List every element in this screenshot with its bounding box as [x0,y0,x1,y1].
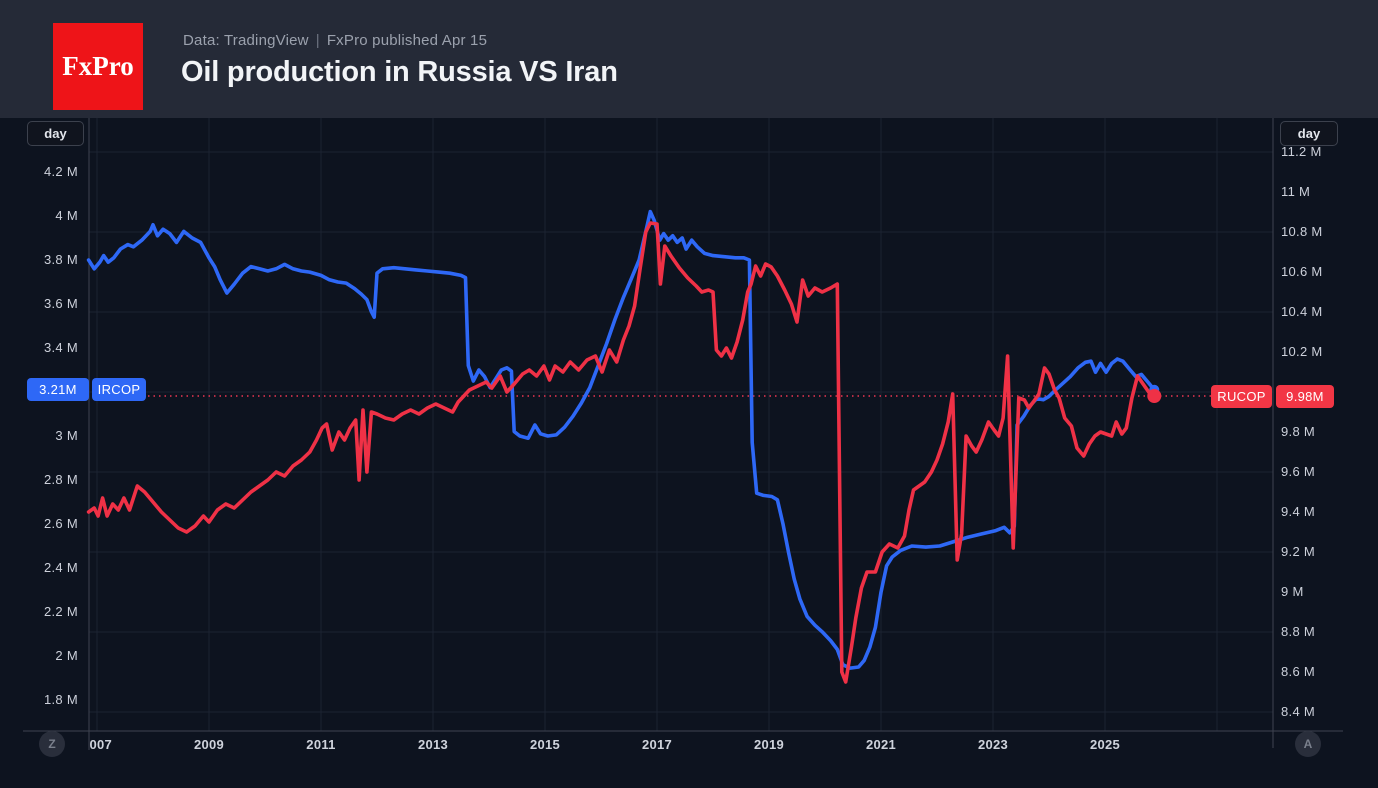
left-axis-tick-label: 3.6 M [43,296,78,311]
right-axis-tick-label: 9.8 M [1281,424,1316,439]
left-price-axis[interactable]: 4.2 M 4 M 3.8 M 3.6 M 3.4 M 3 M 2.8 M 2.6 M 2.4 … [0,118,89,731]
time-axis-tick-label: 2013 [417,737,449,752]
fxpro-logo-text: FxPro [62,51,134,81]
rucop-price-badge: 9.98M [1276,384,1334,408]
rucop-last-point-dot [1147,389,1162,403]
right-axis-tick-label: 9.2 M [1281,544,1316,559]
right-axis-tick-label: 11.2 M [1281,144,1322,159]
time-axis-tick-label: 2023 [977,737,1009,752]
rucop-series-label[interactable]: RUCOP [1211,384,1272,408]
left-axis-tick-label: 1.8 M [43,692,78,707]
time-axis-tick-label: 2015 [529,737,561,752]
data-source-text: Data: TradingView [183,32,309,49]
right-axis-tick-label: 8.8 M [1281,624,1316,639]
right-axis-tick-label: 11 M [1281,184,1311,199]
right-axis-tick-label: 9.4 M [1281,504,1316,519]
right-axis-tick-label: 10.8 M [1281,224,1323,239]
auto-scale-button[interactable]: A [1295,731,1321,757]
chart-source-caption: Data: TradingView | FxPro published Apr 15 [183,32,487,49]
interval-badge-left[interactable]: day [27,121,84,146]
right-axis-tick-label: 9.6 M [1281,464,1316,479]
time-axis-tick-label: 2025 [1089,737,1121,752]
page-title: Oil production in Russia VS Iran [181,56,618,88]
right-axis-tick-label: 8.6 M [1281,664,1316,679]
ircop-price-badge: 3.21M [27,378,89,402]
time-axis-tick-label: 2021 [865,737,897,752]
scroll-left-button[interactable]: Z [39,731,65,757]
left-axis-tick-label: 3 M [55,428,78,443]
interval-badge-right[interactable]: day [1280,121,1338,146]
left-axis-tick-label: 2.8 M [43,472,78,487]
right-axis-tick-label: 10.4 M [1281,304,1323,319]
left-axis-tick-label: 4 M [55,208,78,223]
ircop-line-series [86,209,1157,670]
left-axis-tick-label: 3.8 M [43,252,78,267]
left-axis-tick-label: 2 M [55,648,78,663]
time-axis-tick-label: 2007 [89,737,113,752]
time-axis[interactable]: 2007 2009 2011 2013 2015 2017 2019 2021 2023 2025 [89,731,1273,765]
right-axis-tick-label: 9 M [1281,584,1304,599]
time-axis-tick-label: 2009 [193,737,225,752]
left-axis-tick-label: 2.2 M [43,604,78,619]
header-bar: FxPro Data: TradingView | FxPro published … [0,0,1378,118]
left-axis-tick-label: 4.2 M [43,164,78,179]
ircop-series-label[interactable]: IRCOP [92,378,146,402]
time-axis-tick-label: 2011 [306,737,336,752]
right-axis-tick-label: 10.2 M [1281,344,1323,359]
left-axis-tick-label: 2.4 M [43,560,78,575]
left-axis-tick-label: 3.4 M [43,340,78,355]
caption-separator: | [315,32,320,49]
time-axis-tick-label: 2017 [641,737,673,752]
right-price-axis[interactable]: 11.2 M 11 M 10.8 M 10.6 M 10.4 M 10.2 M 9.8 M 9… [1273,118,1378,731]
right-axis-tick-label: 8.4 M [1281,704,1316,719]
right-axis-tick-label: 10.6 M [1281,264,1323,279]
rucop-line-series [86,221,1157,684]
time-axis-tick-label: 2019 [753,737,785,752]
left-axis-tick-label: 2.6 M [43,516,78,531]
published-date-text: FxPro published Apr 15 [326,32,488,49]
fxpro-logo: FxPro [53,23,143,110]
